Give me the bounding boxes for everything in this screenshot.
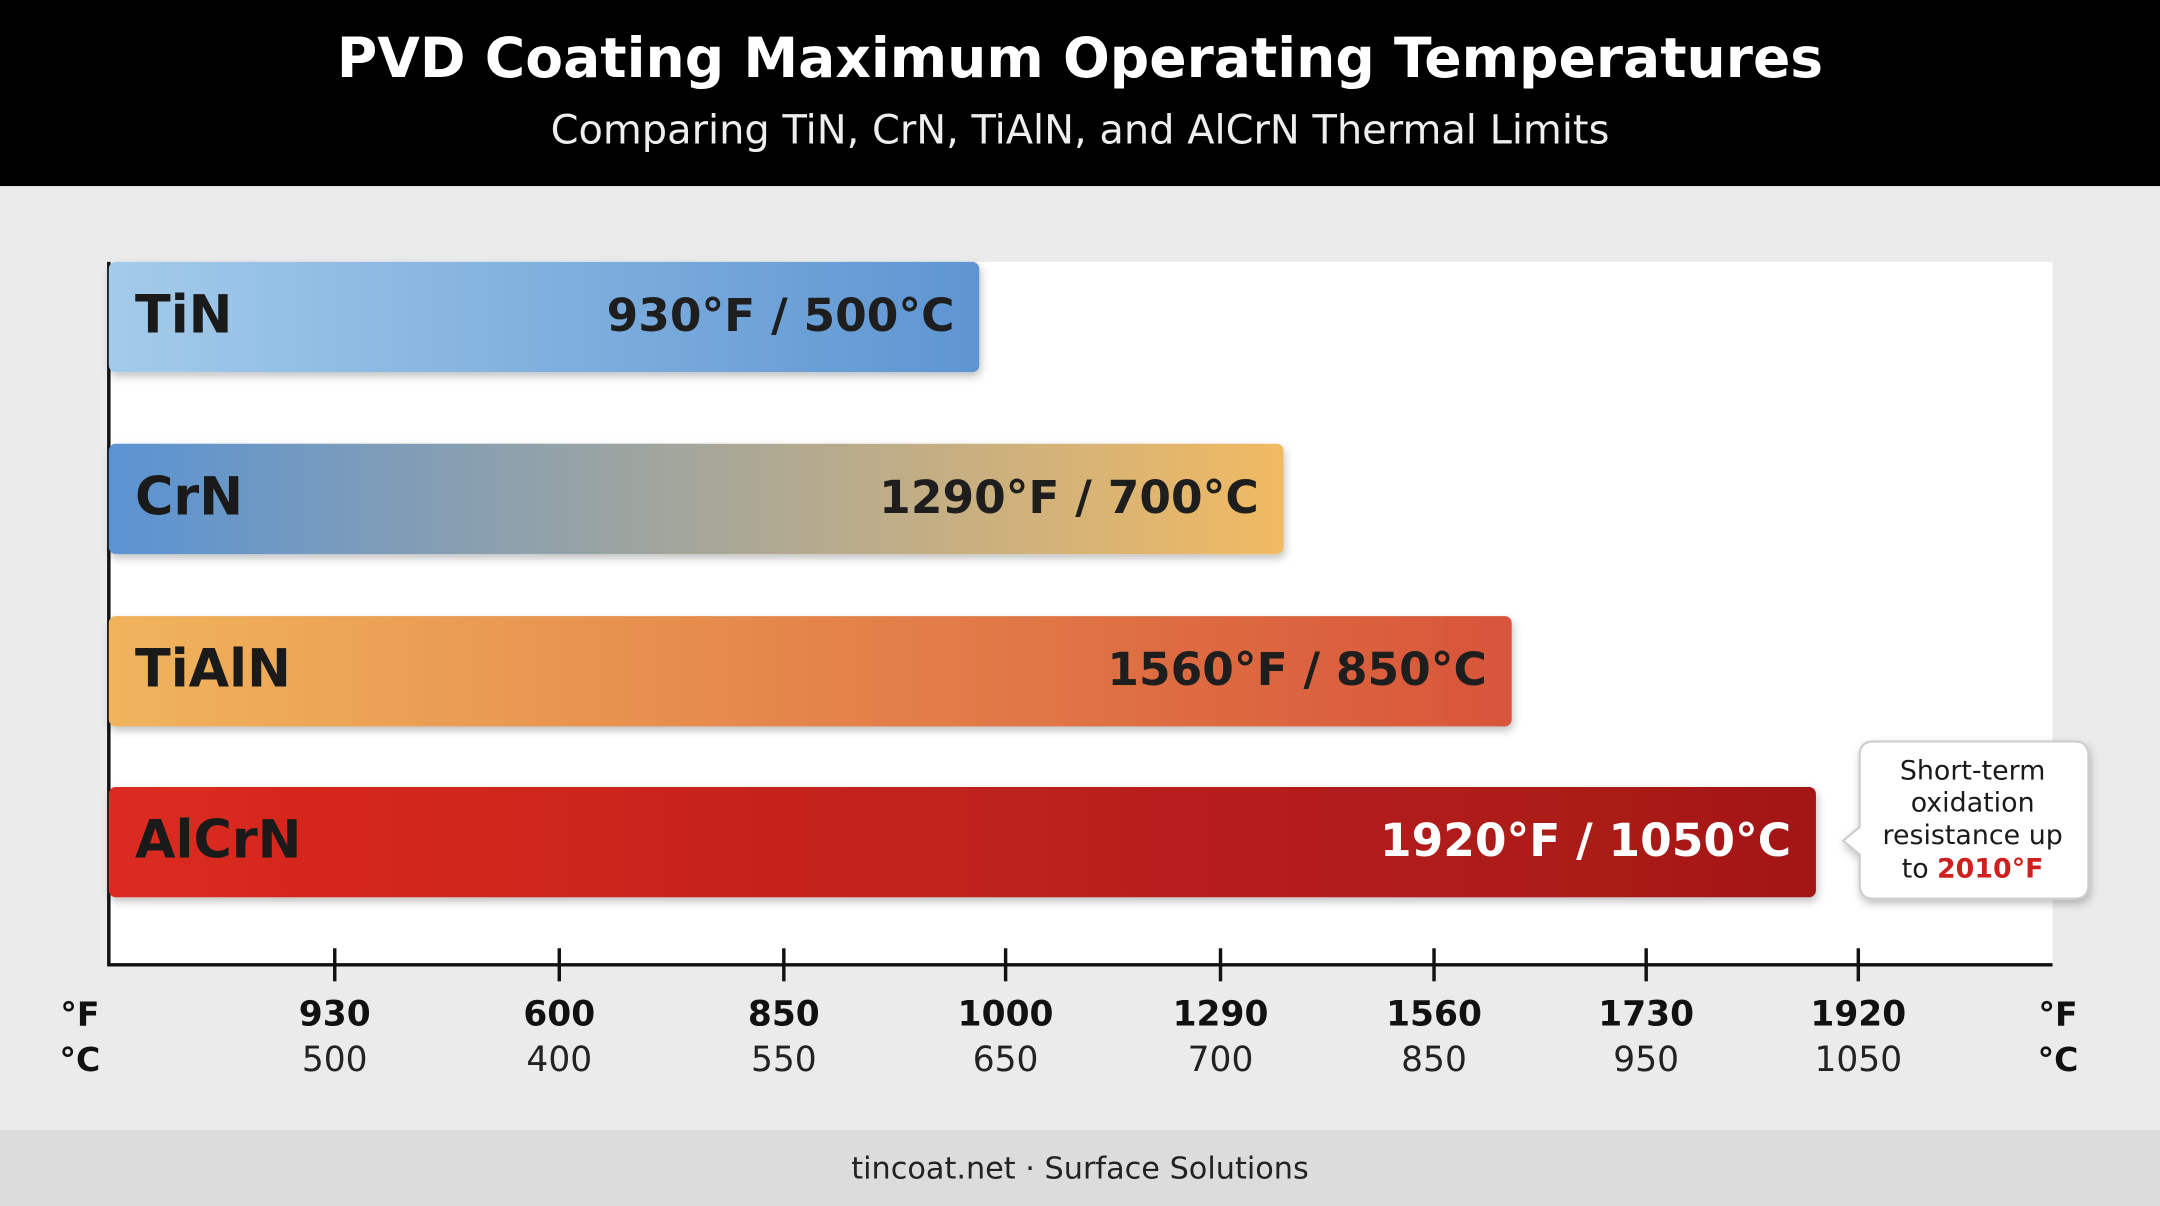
category-label: TiN — [135, 284, 232, 345]
unit-label: °F — [2039, 994, 2078, 1033]
scale-label-f: 930 — [299, 994, 371, 1034]
scale-label-c: 1050 — [1814, 1040, 1902, 1080]
scale-label-f: 1560 — [1386, 994, 1482, 1034]
annotation-highlight: 2010°F — [1937, 853, 2044, 884]
chart-title: PVD Coating Maximum Operating Temperatur… — [337, 26, 1823, 90]
header — [0, 0, 2160, 187]
bar — [108, 261, 980, 373]
bar — [108, 443, 1284, 555]
scale-label-f: 850 — [748, 994, 820, 1034]
annotation-line: to 2010°F — [1902, 853, 2044, 884]
category-label: CrN — [135, 466, 243, 527]
value-label: 930°F / 500°C — [607, 289, 955, 342]
unit-label: °C — [2038, 1040, 2079, 1079]
scale-label-f: 1000 — [958, 994, 1054, 1034]
scale-label-c: 400 — [526, 1040, 592, 1080]
chart-subtitle: Comparing TiN, CrN, TiAlN, and AlCrN The… — [551, 107, 1610, 153]
bar — [108, 616, 1512, 727]
scale-label-c: 550 — [751, 1040, 817, 1080]
annotation-line: Short-term — [1900, 755, 2046, 786]
value-label: 1290°F / 700°C — [879, 471, 1259, 524]
annotation-prefix: to — [1902, 853, 1929, 884]
callout-box — [1841, 740, 2090, 900]
scale-label-c: 700 — [1188, 1040, 1254, 1080]
value-label: 1920°F / 1050°C — [1380, 814, 1791, 867]
scale-label-f: 1920 — [1810, 994, 1906, 1034]
unit-label: °C — [60, 1040, 101, 1079]
scale-label-f: 1730 — [1598, 994, 1694, 1034]
annotation-line: oxidation — [1911, 788, 2035, 819]
annotation-line: resistance up — [1883, 820, 2063, 851]
value-label: 1560°F / 850°C — [1107, 643, 1487, 696]
bar — [108, 787, 1816, 898]
category-label: AlCrN — [135, 810, 302, 871]
scale-label-c: 650 — [973, 1040, 1039, 1080]
unit-label: °F — [60, 994, 99, 1033]
scale-label-c: 950 — [1613, 1040, 1679, 1080]
scale-label-f: 1290 — [1173, 994, 1269, 1034]
footer-band — [0, 1130, 2160, 1206]
category-label: TiAlN — [135, 639, 291, 700]
scale-label-c: 500 — [302, 1040, 368, 1080]
footer: tincoat.net · Surface Solutions — [851, 1152, 1309, 1187]
scale-label-c: 850 — [1401, 1040, 1467, 1080]
scale-label-f: 600 — [523, 994, 595, 1034]
